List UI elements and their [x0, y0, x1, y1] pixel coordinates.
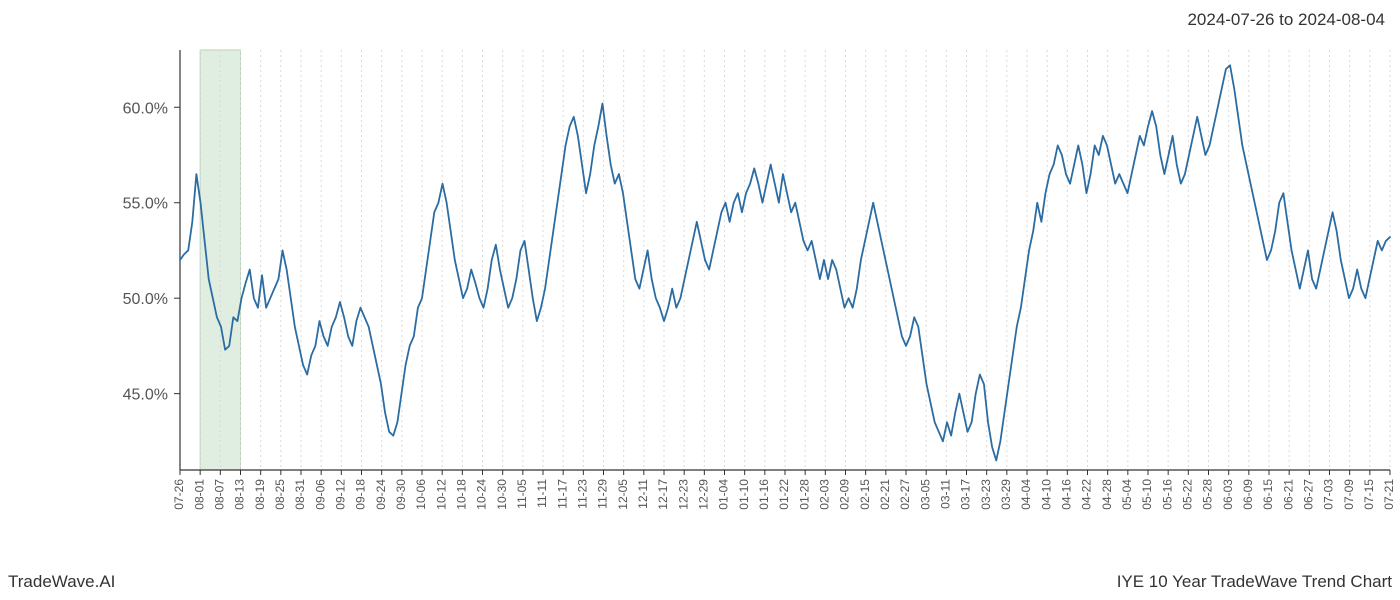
xtick-label: 12-29 — [697, 479, 711, 510]
xtick-label: 12-23 — [676, 479, 690, 510]
xtick-label: 01-28 — [797, 479, 811, 510]
xtick-label: 03-29 — [999, 479, 1013, 510]
xtick-label: 04-16 — [1060, 479, 1074, 510]
ytick-label: 50.0% — [123, 291, 168, 308]
xtick-label: 01-04 — [717, 479, 731, 510]
xtick-label: 02-09 — [838, 479, 852, 510]
xtick-label: 07-09 — [1342, 479, 1356, 510]
xtick-label: 04-04 — [1019, 479, 1033, 510]
xtick-label: 12-11 — [636, 479, 650, 509]
xtick-label: 07-21 — [1382, 479, 1396, 510]
xtick-label: 11-29 — [596, 479, 610, 509]
xtick-label: 04-10 — [1039, 479, 1053, 510]
xtick-label: 06-27 — [1302, 479, 1316, 510]
ytick-label: 60.0% — [123, 100, 168, 117]
xtick-label: 05-22 — [1181, 479, 1195, 510]
xtick-label: 02-21 — [878, 479, 892, 510]
xtick-label: 09-12 — [334, 479, 348, 510]
xtick-label: 10-18 — [455, 479, 469, 510]
xtick-label: 10-06 — [414, 479, 428, 510]
xtick-label: 10-30 — [495, 479, 509, 510]
xtick-label: 03-17 — [959, 479, 973, 510]
xtick-label: 07-15 — [1362, 479, 1376, 510]
ytick-label: 45.0% — [123, 387, 168, 404]
xtick-label: 03-23 — [979, 479, 993, 510]
chart-container: 45.0% 50.0% 55.0% 60.0% 07-26 08-01 08-07 08-13… — [0, 45, 1400, 535]
xtick-label: 02-15 — [858, 479, 872, 510]
xtick-label: 08-19 — [253, 479, 267, 510]
xtick-label: 12-05 — [616, 479, 630, 510]
brand-label: TradeWave.AI — [8, 572, 115, 592]
xtick-label: 05-16 — [1160, 479, 1174, 510]
xtick-label: 07-03 — [1322, 479, 1336, 510]
xtick-label: 08-01 — [192, 479, 206, 510]
xtick-label: 04-22 — [1080, 479, 1094, 510]
xtick-label: 01-16 — [757, 479, 771, 510]
xtick-label: 02-27 — [898, 479, 912, 510]
xtick-label: 01-10 — [737, 479, 751, 510]
xtick-label: 06-03 — [1221, 479, 1235, 510]
xtick-label: 09-30 — [394, 479, 408, 510]
xtick-label: 04-28 — [1100, 479, 1114, 510]
ytick-label: 55.0% — [123, 196, 168, 213]
xtick-label: 11-11 — [535, 479, 549, 508]
xtick-label: 08-13 — [233, 479, 247, 510]
xtick-label: 11-05 — [515, 479, 529, 509]
xtick-label: 06-21 — [1281, 479, 1295, 510]
xtick-label: 05-10 — [1140, 479, 1154, 510]
xtick-label: 12-17 — [656, 479, 670, 510]
xtick-label: 09-18 — [354, 479, 368, 510]
xtick-label: 08-07 — [213, 479, 227, 510]
trend-chart: 45.0% 50.0% 55.0% 60.0% 07-26 08-01 08-07 08-13… — [0, 45, 1400, 535]
xtick-label: 03-05 — [918, 479, 932, 510]
xtick-label: 07-26 — [172, 479, 186, 510]
xtick-label: 08-25 — [273, 479, 287, 510]
xtick-label: 06-15 — [1261, 479, 1275, 510]
xtick-label: 11-23 — [576, 479, 590, 509]
xtick-label: 11-17 — [555, 479, 569, 509]
xtick-label: 09-24 — [374, 479, 388, 510]
date-range-label: 2024-07-26 to 2024-08-04 — [1187, 10, 1385, 30]
xtick-label: 06-09 — [1241, 479, 1255, 510]
xtick-label: 09-06 — [313, 479, 327, 510]
xtick-label: 05-28 — [1201, 479, 1215, 510]
xtick-label: 05-04 — [1120, 479, 1134, 510]
xtick-label: 08-31 — [293, 479, 307, 510]
xtick-label: 01-22 — [777, 479, 791, 510]
xtick-label: 10-12 — [434, 479, 448, 510]
chart-title: IYE 10 Year TradeWave Trend Chart — [1117, 572, 1392, 592]
xtick-label: 02-03 — [818, 479, 832, 510]
xtick-label: 10-24 — [475, 479, 489, 510]
xtick-label: 03-11 — [939, 479, 953, 509]
